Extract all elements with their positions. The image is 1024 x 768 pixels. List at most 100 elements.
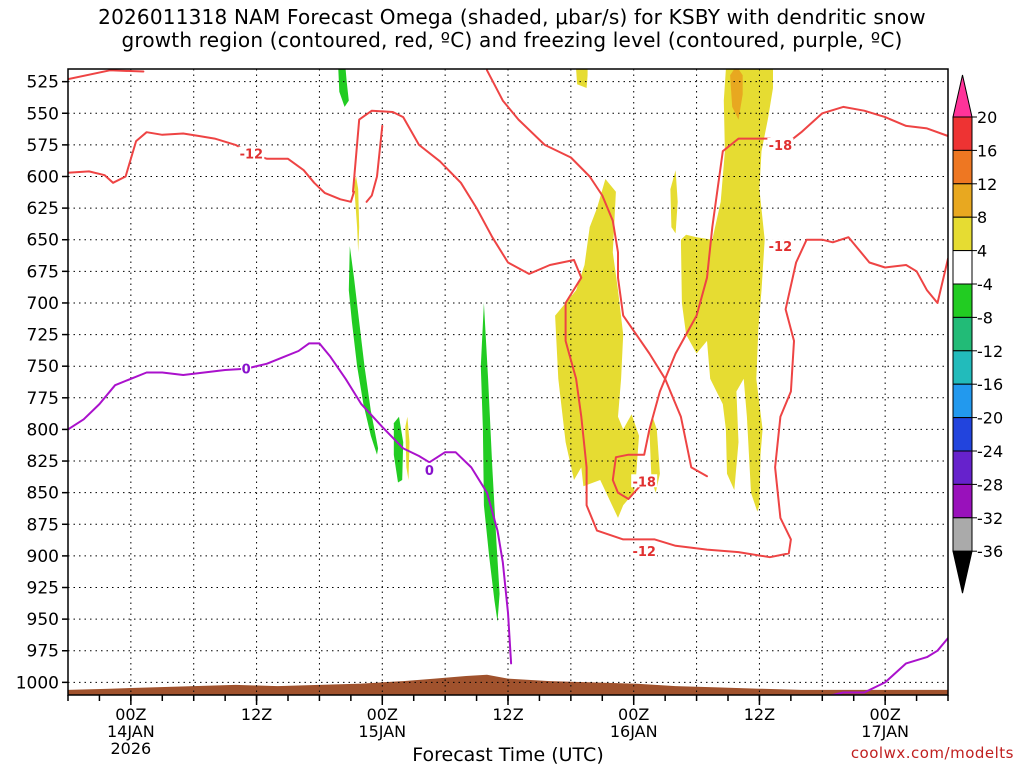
colorbar-swatch-10 (952, 417, 973, 452)
colorbar-swatch-8 (952, 350, 973, 385)
colorbar-swatch-11 (952, 450, 973, 485)
colorbar-swatch-7 (952, 316, 973, 352)
contour-label-0: -12 (240, 148, 264, 163)
colorbar-label-8: -16 (977, 375, 1003, 394)
chart-title-line2: growth region (contoured, red, ºC) and f… (121, 28, 903, 52)
contour-label-bg-4 (631, 474, 658, 488)
contour-line-3 (352, 109, 948, 559)
y-tick-label-650: 650 (27, 231, 59, 251)
colorbar-top-triangle (952, 74, 973, 118)
colorbar-label-7: -12 (977, 342, 1003, 361)
omega-region-9 (680, 69, 773, 512)
colorbar-label-0: 20 (977, 108, 997, 127)
contour-label-1: -12 (769, 240, 793, 255)
omega-region-3 (338, 69, 349, 107)
chart-title: 2026011318 NAM Forecast Omega (shaded, μ… (0, 6, 1024, 52)
y-tick-label-975: 975 (27, 642, 59, 662)
colorbar-label-11: -28 (977, 475, 1003, 494)
contour-label-bg-0 (238, 146, 265, 160)
y-tick-label-600: 600 (27, 167, 59, 187)
y-tick-label-625: 625 (27, 199, 59, 219)
contour-line-7 (68, 342, 513, 665)
colorbar-swatch-6 (952, 283, 973, 318)
colorbar-label-4: 4 (977, 242, 987, 261)
colorbar-label-13: -36 (977, 542, 1003, 561)
contour-line-1 (68, 69, 145, 81)
contour-label-bg-5 (241, 361, 252, 375)
contour-label-5: 0 (242, 363, 251, 378)
x-date-label-72: 17JAN (861, 722, 909, 741)
colorbar-label-3: 8 (977, 208, 987, 227)
y-tick-label-800: 800 (27, 420, 59, 440)
colorbar-swatch-5 (952, 250, 973, 285)
colorbar-label-12: -32 (977, 509, 1003, 528)
omega-region-4 (354, 176, 360, 253)
y-tick-label-700: 700 (27, 294, 59, 314)
y-tick-label-550: 550 (27, 104, 59, 124)
x-tick-label-0: 00Z (115, 705, 146, 724)
y-tick-label-525: 525 (27, 73, 59, 93)
y-tick-label-875: 875 (27, 515, 59, 535)
omega-region-0 (348, 246, 379, 455)
colorbar-swatch-2 (952, 149, 973, 185)
contour-label-3: -18 (769, 139, 793, 154)
y-tick-label-925: 925 (27, 579, 59, 599)
colorbar-swatch-4 (952, 216, 973, 252)
y-tick-label-950: 950 (27, 610, 59, 630)
source-credit: coolwx.com/modelts (850, 744, 1014, 762)
contour-label-2: -12 (632, 545, 656, 560)
x-tick-label-60: 12Z (744, 705, 775, 724)
omega-region-5 (405, 416, 410, 480)
colorbar-swatch-12 (952, 483, 973, 519)
x-tick-label-72: 00Z (869, 705, 900, 724)
colorbar-label-10: -24 (977, 442, 1003, 461)
omega-region-6 (555, 179, 639, 518)
contour-line-5 (779, 105, 948, 150)
x-year-label-0: 2026 (110, 739, 151, 758)
colorbar-label-9: -20 (977, 409, 1003, 428)
contour-line-2 (486, 69, 708, 478)
x-tick-label-48: 00Z (618, 705, 649, 724)
x-date-label-0: 14JAN (107, 722, 155, 741)
y-tick-label-850: 850 (27, 484, 59, 504)
contour-line-4 (611, 137, 782, 500)
colorbar-swatch-1 (952, 116, 973, 151)
contour-label-bg-3 (767, 137, 794, 151)
y-tick-label-775: 775 (27, 389, 59, 409)
x-axis-label: Forecast Time (UTC) (412, 744, 604, 766)
contour-line-0 (68, 131, 355, 203)
colorbar-label-5: -4 (977, 275, 993, 294)
terrain-fill (68, 674, 948, 695)
contour-label-6: 0 (425, 464, 434, 479)
omega-region-1 (393, 416, 404, 483)
omega-region-2 (480, 303, 500, 622)
colorbar-swatch-9 (952, 383, 973, 419)
y-tick-label-900: 900 (27, 547, 59, 567)
colorbar-bottom-triangle (952, 550, 973, 594)
contour-line-8 (828, 637, 948, 695)
y-tick-label-725: 725 (27, 326, 59, 346)
y-tick-label-750: 750 (27, 357, 59, 377)
x-date-label-24: 15JAN (358, 722, 406, 741)
y-tick-label-675: 675 (27, 262, 59, 282)
colorbar-swatch-3 (952, 183, 973, 218)
y-tick-label-1000: 1000 (16, 673, 59, 693)
colorbar-swatch-13 (952, 517, 973, 552)
chart-title-line1: 2026011318 NAM Forecast Omega (shaded, μ… (98, 5, 926, 29)
omega-region-11 (576, 69, 588, 88)
x-tick-label-12: 12Z (241, 705, 272, 724)
colorbar-label-6: -8 (977, 308, 993, 327)
contour-label-bg-1 (767, 239, 794, 253)
contour-label-bg-6 (424, 462, 435, 476)
contour-label-4: -18 (632, 475, 656, 490)
x-tick-label-36: 12Z (492, 705, 523, 724)
colorbar-label-2: 12 (977, 175, 997, 194)
x-date-label-48: 16JAN (610, 722, 658, 741)
omega-region-7 (649, 416, 660, 493)
y-tick-label-825: 825 (27, 452, 59, 472)
contour-label-bg-2 (631, 543, 658, 557)
contour-line-6 (365, 124, 384, 203)
omega-region-8 (670, 170, 678, 234)
y-tick-label-575: 575 (27, 136, 59, 156)
